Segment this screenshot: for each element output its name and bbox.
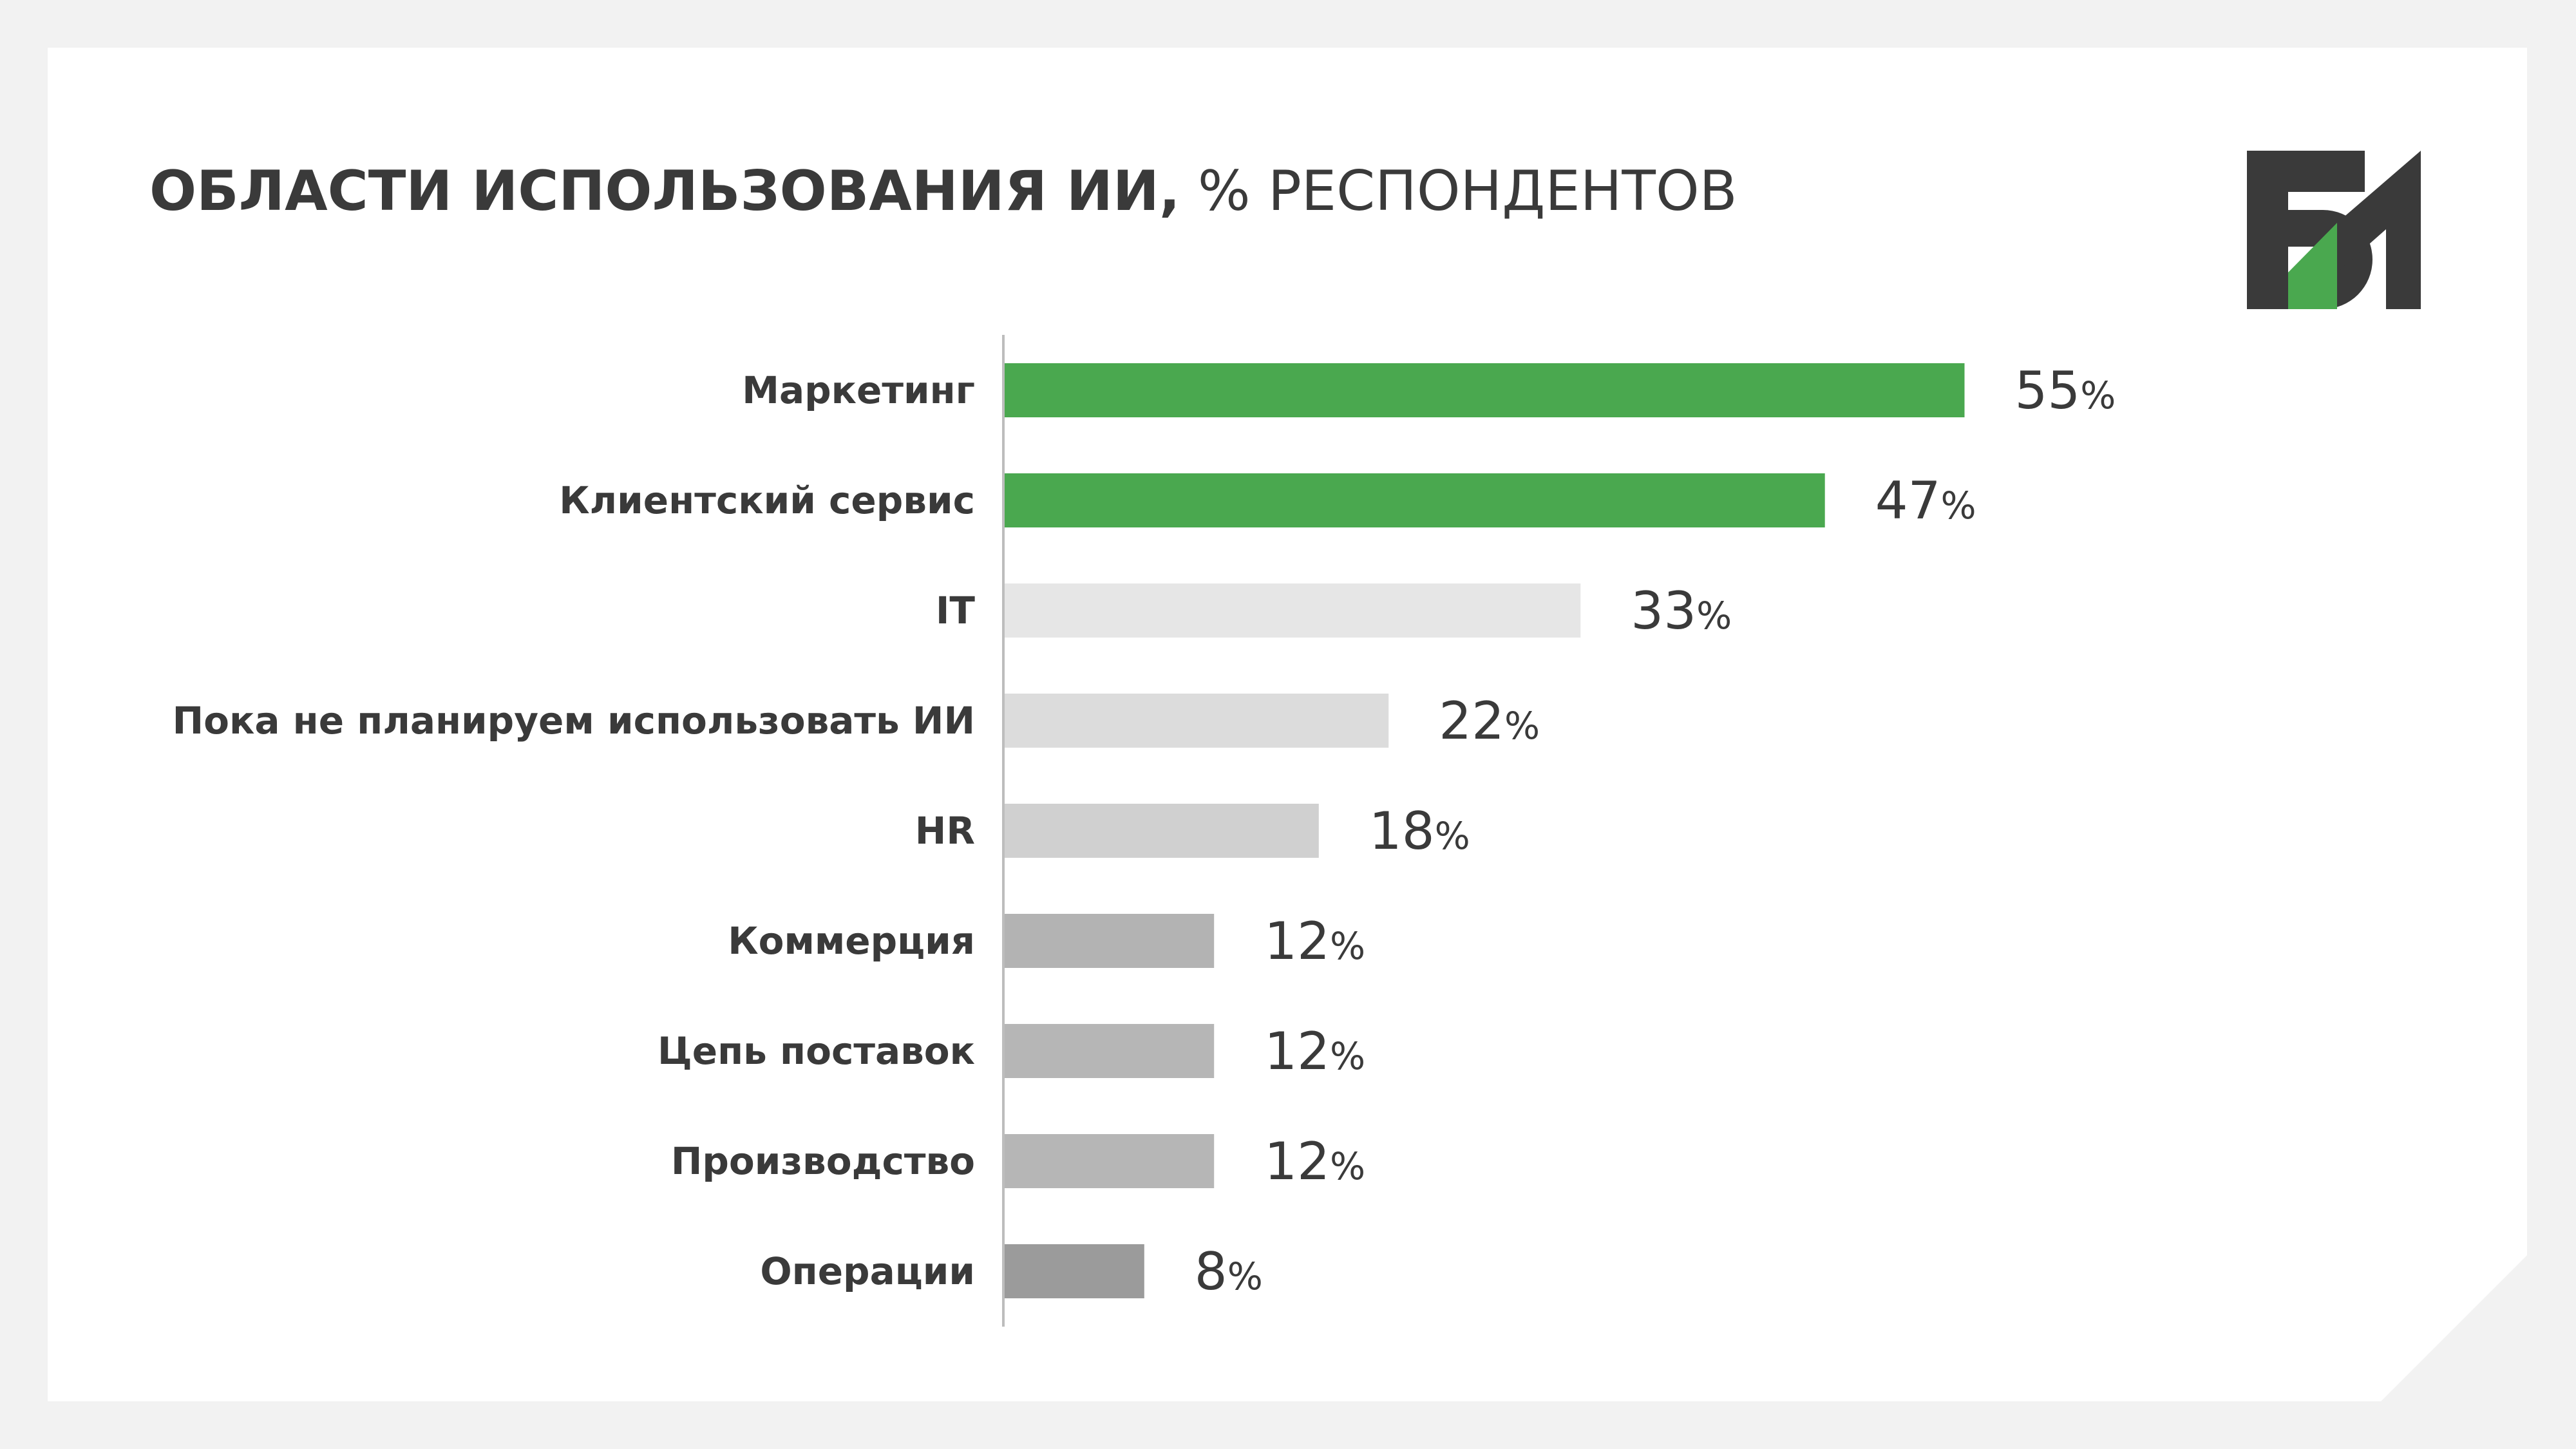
bar xyxy=(1005,914,1215,968)
logo-letter-shape xyxy=(2247,151,2372,309)
slide-card: ОБЛАСТИ ИСПОЛЬЗОВАНИЯ ИИ, % РЕСПОНДЕНТОВ… xyxy=(48,48,2527,1401)
logo-stroke-shape xyxy=(2337,151,2421,309)
data-label: 12% xyxy=(1264,911,1365,971)
chart-title-subtitle: % РЕСПОНДЕНТОВ xyxy=(1180,159,1738,223)
brand-logo xyxy=(2247,151,2421,309)
data-label: 33% xyxy=(1631,581,1732,641)
bar xyxy=(1005,694,1389,748)
bar xyxy=(1005,1024,1215,1078)
category-label: Пока не планируем использовать ИИ xyxy=(173,699,975,743)
bar xyxy=(1005,473,1825,527)
bar xyxy=(1005,1244,1144,1298)
category-label: HR xyxy=(915,809,975,853)
data-label: 22% xyxy=(1439,691,1540,751)
logo-green-accent xyxy=(2288,223,2337,309)
category-label: IT xyxy=(936,589,976,632)
category-label: Маркетинг xyxy=(742,368,975,412)
data-label: 18% xyxy=(1369,801,1470,861)
bar xyxy=(1005,1134,1215,1188)
bar-chart: Маркетинг 55% Клиентский сервис 47% IT 33% Пок… xyxy=(173,335,2116,1327)
category-label: Клиентский сервис xyxy=(559,478,975,522)
bar xyxy=(1005,363,1965,417)
data-label: 12% xyxy=(1264,1132,1365,1191)
chart-title: ОБЛАСТИ ИСПОЛЬЗОВАНИЯ ИИ, % РЕСПОНДЕНТОВ xyxy=(149,149,1738,233)
bar xyxy=(1005,804,1319,858)
category-label: Цепь поставок xyxy=(658,1029,975,1073)
bar xyxy=(1005,583,1581,638)
chart-title-main: ОБЛАСТИ ИСПОЛЬЗОВАНИЯ ИИ, xyxy=(149,159,1180,223)
data-label: 55% xyxy=(2015,361,2116,421)
category-label: Производство xyxy=(671,1139,975,1183)
data-label: 8% xyxy=(1195,1242,1263,1302)
category-label: Операции xyxy=(760,1249,975,1293)
data-label: 47% xyxy=(1875,471,1976,531)
data-label: 12% xyxy=(1264,1021,1365,1081)
category-label: Коммерция xyxy=(728,919,975,963)
